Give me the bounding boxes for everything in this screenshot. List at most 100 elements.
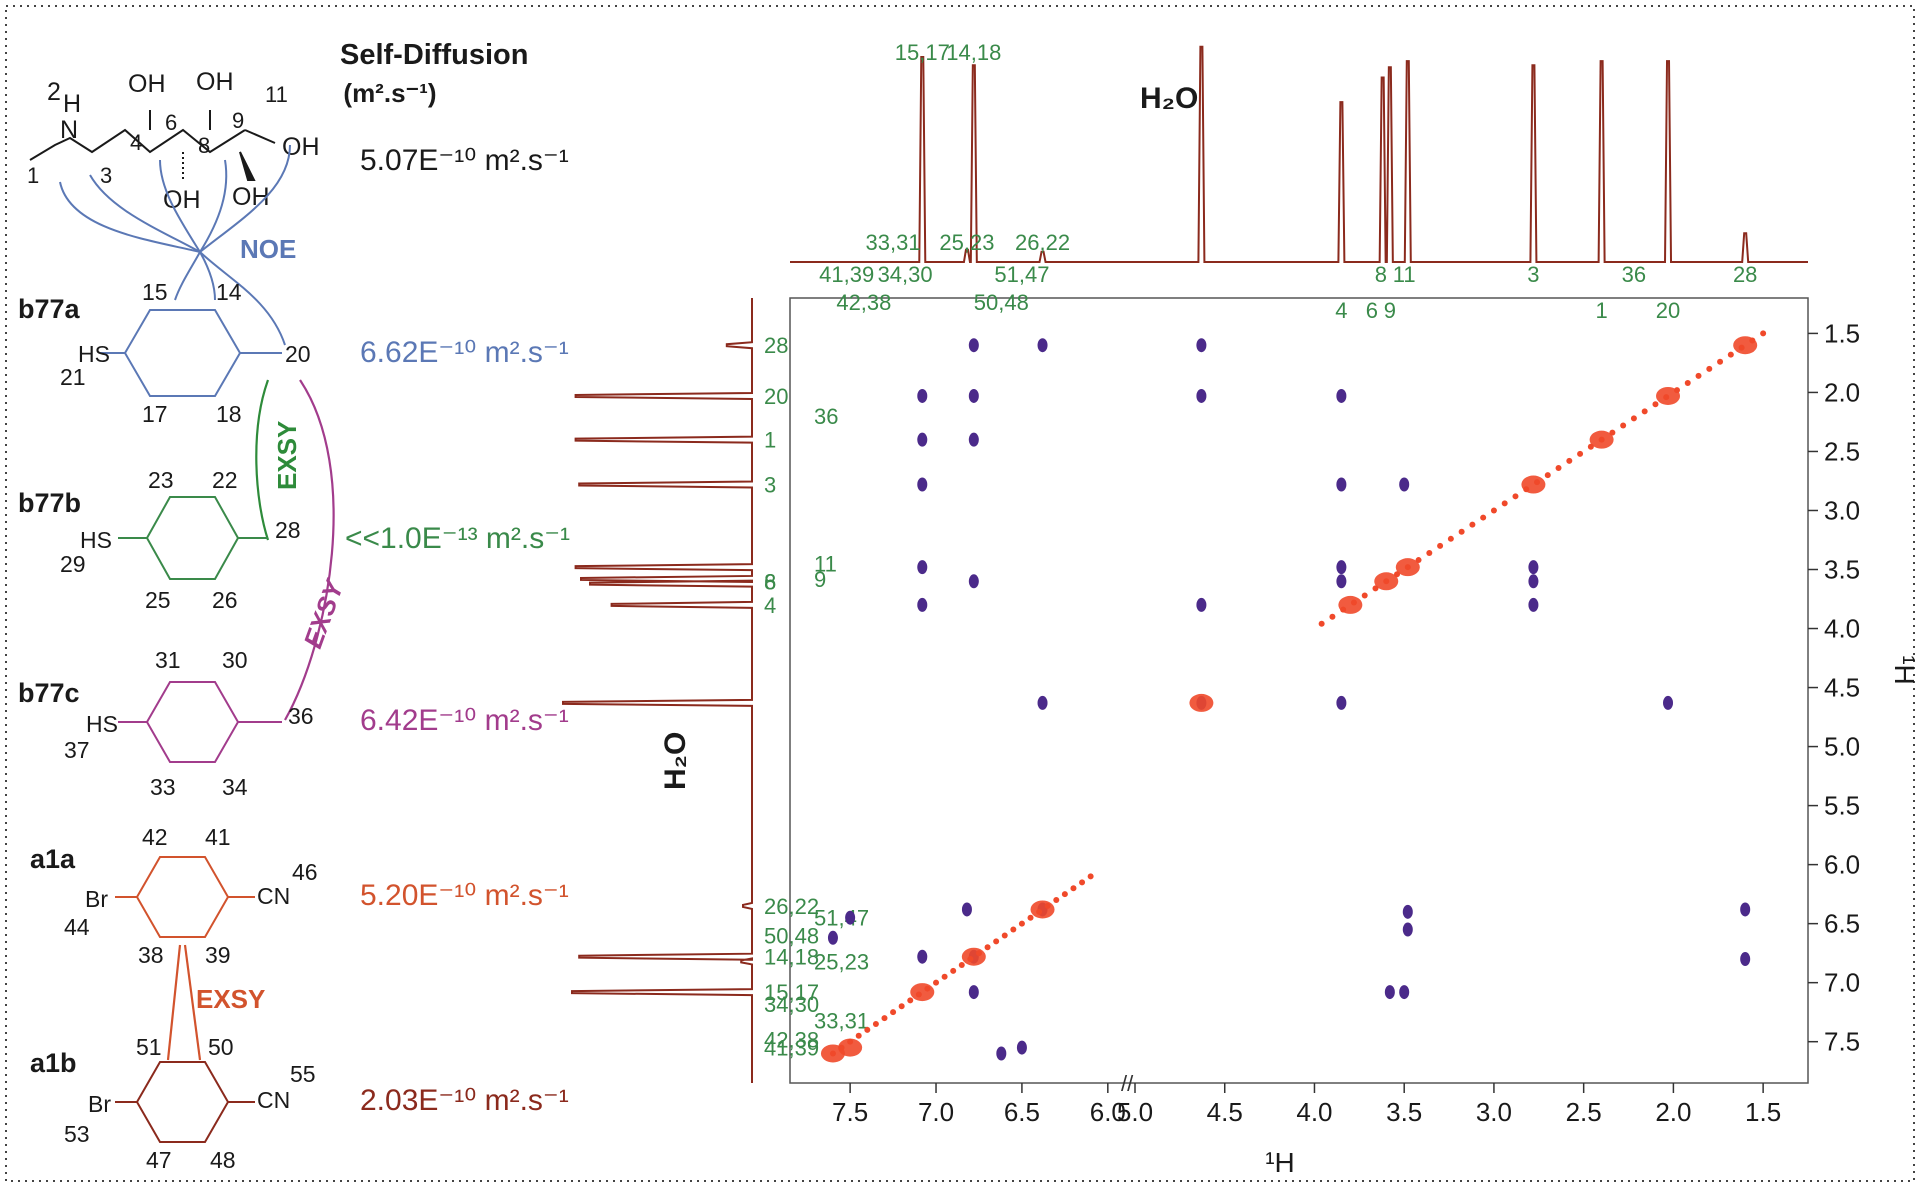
- peaks-layer: [820, 330, 1767, 1063]
- diagonal-dot: [1760, 330, 1767, 337]
- diagonal-dot: [1061, 891, 1068, 898]
- x-tick-label: 2.0: [1655, 1097, 1691, 1127]
- top-peak-label: 51,47: [994, 262, 1049, 287]
- b77a-diffusion: 6.62E⁻¹⁰ m².s⁻¹: [360, 336, 569, 369]
- left-peak-label: 26,22: [764, 894, 819, 919]
- left-peak-label: 6: [764, 569, 776, 594]
- diagonal-dot: [1706, 365, 1713, 372]
- b77b-label-22: 22: [212, 467, 238, 493]
- diagonal-dot: [984, 944, 991, 951]
- top-peak-label: 34,30: [878, 262, 933, 287]
- a1b-label-53: 53: [64, 1121, 90, 1147]
- cross-peak: [1384, 985, 1395, 1000]
- top-peak-label: 20: [1656, 298, 1680, 323]
- diagonal-dot: [1577, 450, 1584, 457]
- diagonal-dot: [1044, 902, 1051, 909]
- b77c-label-36: 36: [288, 703, 314, 729]
- diagonal-dot: [1053, 897, 1060, 904]
- a1a-label-38: 38: [138, 942, 164, 968]
- b77b-label-23: 23: [148, 467, 174, 493]
- cross-peak: [917, 477, 928, 492]
- b77a-name: b77a: [18, 294, 81, 324]
- left-projection-trace: [562, 298, 753, 1083]
- left-peak-label: 25,23: [814, 949, 869, 974]
- b77c-ring: [118, 681, 282, 763]
- cross-peak: [1016, 1040, 1027, 1055]
- left-peak-label: 14,18: [764, 945, 819, 970]
- diagonal-dot: [1555, 464, 1562, 471]
- b77c-name: b77c: [18, 678, 80, 708]
- left-peak-label: 1: [764, 428, 776, 453]
- diagonal-dot: [847, 1038, 854, 1045]
- a1a-label-cn: CN: [257, 883, 290, 909]
- cross-peak: [1399, 477, 1410, 492]
- diagonal-dot: [1534, 479, 1541, 486]
- cross-peak: [1336, 388, 1347, 403]
- x-tick-label: 2.5: [1566, 1097, 1602, 1127]
- diagonal-dot: [1652, 401, 1659, 408]
- cross-peak: [1740, 952, 1751, 967]
- cross-peak: [968, 574, 979, 589]
- cross-peak: [1196, 338, 1207, 353]
- y-tick-label: 5.0: [1824, 732, 1860, 762]
- amine-label-9: 9: [232, 108, 244, 133]
- cross-peak: [1528, 574, 1539, 589]
- a1a-label-46: 46: [292, 859, 318, 885]
- b77b-name: b77b: [18, 488, 81, 518]
- diagonal-peak: [910, 983, 935, 1002]
- left-peak-label: 36: [814, 404, 838, 429]
- amine-label-2: 2: [47, 78, 61, 106]
- a1b-label-br: Br: [88, 1091, 111, 1117]
- diagonal-dot: [1641, 408, 1648, 415]
- a1b-label-50: 50: [208, 1034, 234, 1060]
- diagonal-dot: [1087, 873, 1094, 880]
- exsy-orange-arrows: [166, 944, 202, 1061]
- top-projection-trace: [790, 45, 1808, 263]
- cross-peak: [917, 560, 928, 575]
- top-peak-label: 9: [1384, 298, 1396, 323]
- cross-peak: [1196, 388, 1207, 403]
- top-peak-label: 4: [1335, 298, 1347, 323]
- diagonal-dot: [864, 1026, 871, 1033]
- x-tick-label: 3.0: [1476, 1097, 1512, 1127]
- diagonal-dot: [1490, 507, 1497, 514]
- x-tick-label: 1.5: [1745, 1097, 1781, 1127]
- diagonal-dot: [915, 991, 922, 998]
- y-tick-label: 7.0: [1824, 968, 1860, 998]
- diagonal-dot: [941, 973, 948, 980]
- top-peak-label: 1: [1595, 298, 1607, 323]
- y-tick-label: 7.5: [1824, 1027, 1860, 1057]
- left-peak-label: 3: [764, 473, 776, 498]
- noe-arrows: [59, 144, 291, 346]
- x-tick-label: 7.0: [918, 1097, 954, 1127]
- top-peak-label: 15,17: [895, 40, 950, 65]
- y-tick-label: 3.0: [1824, 495, 1860, 525]
- plot-frame: [789, 297, 1809, 1084]
- diagonal-dot: [1437, 542, 1444, 549]
- diagonal-dot: [1727, 351, 1734, 358]
- cross-peak: [917, 388, 928, 403]
- cross-peak: [1336, 560, 1347, 575]
- diagonal-dot: [829, 1050, 836, 1057]
- b77c-label-34: 34: [222, 774, 248, 800]
- water-label-left: H₂O: [659, 732, 692, 790]
- y-tick-label: 2.0: [1824, 377, 1860, 407]
- left-peak-label: 11: [814, 552, 837, 577]
- diagonal-dot: [1673, 387, 1680, 394]
- b77c-label-33: 33: [150, 774, 176, 800]
- cross-peak: [968, 388, 979, 403]
- diagonal-dot: [1663, 394, 1670, 401]
- axis-break-mark: //: [1121, 1071, 1134, 1096]
- amine-label-8: 8: [198, 133, 210, 158]
- y-tick-label: 2.5: [1824, 436, 1860, 466]
- a1b-label-51: 51: [136, 1034, 162, 1060]
- diagonal-dot: [1426, 549, 1433, 556]
- a1b-label-48: 48: [210, 1147, 236, 1173]
- cross-peak: [1528, 597, 1539, 612]
- amine-label-oh-right: OH: [282, 133, 320, 161]
- left-peak-label: 28: [764, 333, 788, 358]
- a1a-label-41: 41: [205, 824, 231, 850]
- diagonal-dot: [1070, 885, 1077, 892]
- diagonal-peak: [961, 947, 986, 966]
- diagonal-dot: [1010, 926, 1017, 933]
